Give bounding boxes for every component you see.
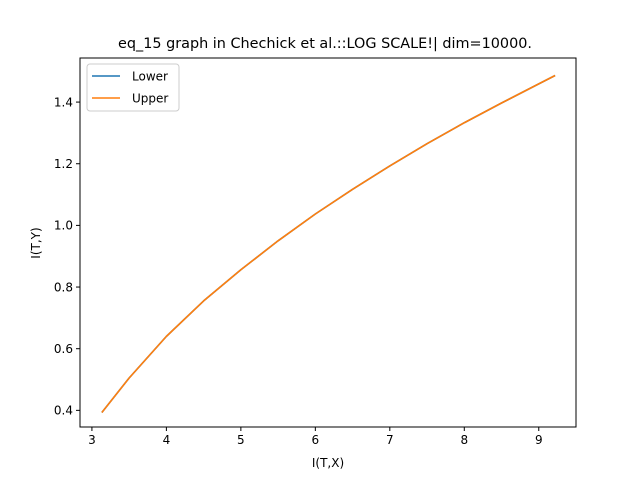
x-tick-label: 6 [312,433,320,447]
x-axis-ticks: 3 4 5 6 7 8 9 [88,427,543,447]
legend-label-upper: Upper [132,91,168,105]
legend: Lower Upper [86,63,180,112]
legend-label-lower: Lower [132,69,168,83]
y-axis-ticks: 0.4 0.6 0.8 1.0 1.2 1.4 [54,95,80,418]
x-tick-label: 3 [88,433,96,447]
y-axis-label: I(T,Y) [29,227,43,258]
x-tick-label: 9 [535,433,543,447]
x-axis-label: I(T,X) [312,456,344,470]
x-tick-label: 8 [460,433,468,447]
y-tick-label: 0.8 [54,280,73,294]
x-tick-label: 7 [386,433,394,447]
x-tick-label: 5 [237,433,245,447]
series-layer [101,74,556,414]
plot-area [79,57,577,428]
series-line-upper [101,74,556,414]
y-tick-label: 0.6 [54,342,73,356]
axes-frame [79,57,577,428]
x-tick-label: 4 [163,433,171,447]
y-tick-label: 0.4 [54,404,73,418]
y-tick-label: 1.2 [54,157,73,171]
y-tick-label: 1.4 [54,95,73,109]
y-tick-label: 1.0 [54,219,73,233]
chart-title: eq_15 graph in Chechick et al.::LOG SCAL… [118,36,532,52]
